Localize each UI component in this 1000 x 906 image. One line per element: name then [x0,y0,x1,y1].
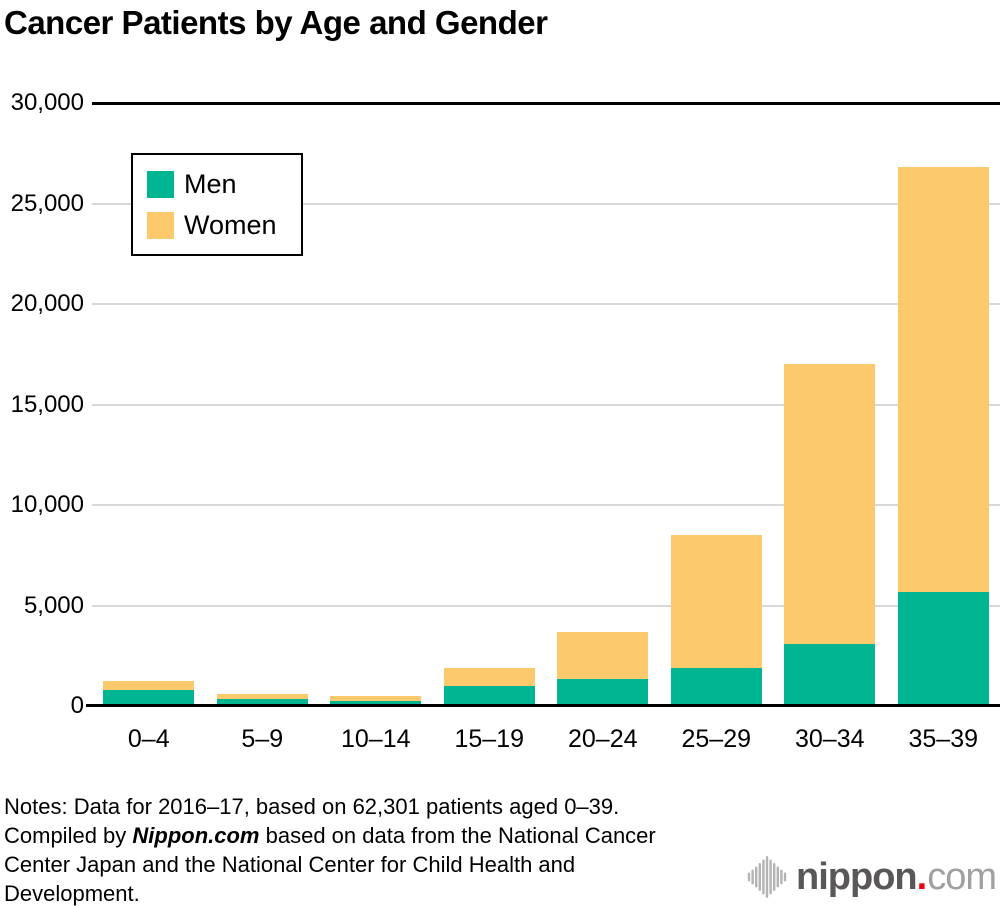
y-axis-tick-label: 5,000 [23,591,84,619]
y-axis-tick-label: 20,000 [10,290,84,317]
bar-segment-women-20–24 [557,631,649,679]
y-axis-tick-label: 10,000 [10,491,84,518]
bar-segment-men-5–9 [216,698,308,706]
notes-compiled-suffix: based on data from the National Cancer C… [4,823,656,906]
chart-title: Cancer Patients by Age and Gender [4,4,548,41]
women-color-swatch [147,212,174,239]
chart-notes: Notes: Data for 2016–17, based on 62,301… [4,792,704,906]
gridline-10000 [92,504,1000,506]
x-axis-tick-label: 10–14 [340,725,411,753]
x-axis-tick-label: 25–29 [681,725,752,753]
gridline-5000 [92,604,1000,607]
x-axis-tick-label: 20–24 [567,725,638,753]
legend-item-men: Men [147,171,277,198]
bar-segment-men-30–34 [784,643,876,706]
legend-label-women: Women [184,210,277,240]
x-axis-tick-label: 15–19 [454,725,525,753]
plot-top-border [92,102,1000,105]
bar-segment-women-0–4 [103,680,195,690]
chart-legend: Men Women [131,153,303,256]
y-axis-tick-label: 30,000 [10,89,84,116]
bar-segment-men-20–24 [557,678,649,706]
bar-segment-men-10–14 [330,700,422,706]
logo-dot: . [916,855,928,898]
bar-segment-women-35–39 [897,167,989,593]
x-axis-line [86,704,1000,707]
gridline-15000 [92,403,1000,406]
x-axis-tick-label: 30–34 [794,725,865,753]
bar-segment-women-5–9 [216,693,308,699]
x-axis-tick-label: 0–4 [127,725,170,753]
nippon-logo-text: nippon. com [796,855,997,899]
gridline-25000 [92,202,1000,205]
nippon-logo: nippon. com [747,854,997,900]
bar-segment-men-35–39 [897,592,989,706]
bar-segment-women-15–19 [443,667,535,686]
x-axis-tick-label: 5–9 [241,725,284,753]
bar-segment-men-0–4 [103,689,195,706]
notes-brand-italic: Nippon.com [132,823,260,848]
notes-compiled-prefix: Compiled by [4,823,133,848]
bar-segment-men-25–29 [670,667,762,706]
y-axis-tick-label: 15,000 [10,390,84,418]
bar-segment-women-25–29 [670,535,762,668]
notes-line-2: Compiled by Nippon.com based on data fro… [4,821,704,906]
bar-segment-men-15–19 [443,685,535,706]
bar-segment-women-10–14 [330,695,422,701]
logo-text-nippon: nippon [796,855,918,898]
y-axis-tick-label: 0 [70,692,84,719]
waveform-icon [747,856,787,898]
men-color-swatch [147,171,174,198]
y-axis-tick-label: 25,000 [10,189,84,217]
logo-text-com: com [927,855,997,898]
legend-label-men: Men [184,169,237,199]
x-axis-tick-label: 35–39 [908,725,979,753]
stacked-bar-chart: Men Women 0 5,000 10,000 15,000 20,000 25,000… [10,89,1000,753]
legend-item-women: Women [147,212,277,239]
gridline-20000 [92,303,1000,305]
notes-line-1: Notes: Data for 2016–17, based on 62,301… [4,794,620,819]
bar-segment-women-30–34 [784,364,876,644]
